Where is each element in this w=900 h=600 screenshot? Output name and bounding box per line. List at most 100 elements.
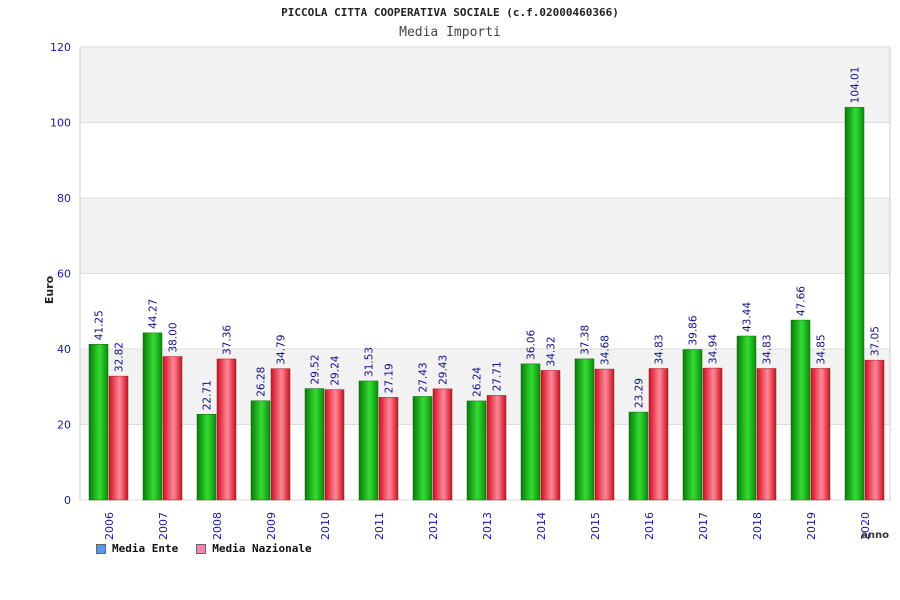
data-label: 37.36 bbox=[222, 325, 234, 355]
bar-media-nazionale bbox=[864, 359, 885, 501]
data-label: 22.71 bbox=[202, 380, 214, 410]
bar-media-ente bbox=[196, 414, 217, 501]
bar-media-ente bbox=[466, 400, 487, 501]
bar-media-nazionale bbox=[432, 388, 453, 501]
x-axis-ticks: 2006 2007 2008 2009 2010 2011 2012 2013 2014 2015… bbox=[103, 512, 872, 540]
bar-media-nazionale bbox=[594, 368, 615, 501]
y-axis-label: Euro bbox=[43, 275, 56, 304]
legend-label-media-nazionale: Media Nazionale bbox=[212, 542, 312, 555]
x-tick-label: 2020 bbox=[859, 512, 872, 540]
data-label: 37.38 bbox=[580, 325, 592, 355]
x-tick-label: 2011 bbox=[373, 512, 386, 540]
data-label: 44.27 bbox=[148, 299, 160, 329]
legend-item-media-nazionale: Media Nazionale bbox=[196, 542, 312, 555]
data-label: 47.66 bbox=[796, 286, 808, 316]
data-label: 38.00 bbox=[168, 322, 180, 352]
data-label: 34.94 bbox=[708, 334, 720, 364]
data-label: 23.29 bbox=[634, 378, 646, 408]
data-label: 27.43 bbox=[418, 362, 430, 392]
bar-media-ente bbox=[250, 400, 271, 501]
y-tick-label: 60 bbox=[57, 268, 71, 281]
x-axis-label: anno bbox=[861, 530, 889, 541]
y-tick-label: 20 bbox=[57, 419, 71, 432]
x-tick-label: 2009 bbox=[265, 512, 278, 540]
legend-swatch-media-nazionale bbox=[196, 543, 207, 554]
bar-media-ente bbox=[574, 358, 595, 501]
bar-media-nazionale bbox=[756, 368, 777, 501]
x-tick-label: 2006 bbox=[103, 512, 116, 540]
x-tick-label: 2017 bbox=[697, 512, 710, 540]
data-label: 29.43 bbox=[438, 355, 450, 385]
bar-media-ente bbox=[304, 388, 325, 501]
bar-media-nazionale bbox=[648, 368, 669, 501]
bar-media-ente bbox=[88, 344, 109, 501]
data-label: 34.79 bbox=[276, 335, 288, 365]
y-tick-label: 40 bbox=[57, 343, 71, 356]
plot-band bbox=[80, 122, 890, 198]
bar-media-ente bbox=[142, 332, 163, 501]
chart-subtitle: Media Importi bbox=[399, 25, 501, 40]
y-tick-label: 120 bbox=[50, 41, 71, 54]
x-tick-label: 2018 bbox=[751, 512, 764, 540]
data-label: 26.28 bbox=[256, 367, 268, 397]
data-label: 34.68 bbox=[600, 335, 612, 365]
plot-band bbox=[80, 198, 890, 274]
x-tick-label: 2019 bbox=[805, 512, 818, 540]
data-label: 37.05 bbox=[870, 326, 882, 356]
data-label: 27.71 bbox=[492, 361, 504, 391]
bar-media-nazionale bbox=[162, 356, 183, 501]
x-tick-label: 2014 bbox=[535, 512, 548, 540]
bar-media-nazionale bbox=[108, 375, 129, 501]
bar-media-nazionale bbox=[324, 389, 345, 501]
y-axis-ticks: 0 20 40 60 80 100 120 bbox=[50, 41, 71, 507]
bar-media-ente bbox=[736, 335, 757, 501]
x-tick-label: 2008 bbox=[211, 512, 224, 540]
data-labels: 41.25 32.82 44.27 38.00 22.71 37.36 26.28 34.79… bbox=[94, 67, 882, 411]
legend-item-media-ente: Media Ente bbox=[96, 542, 178, 555]
data-label: 41.25 bbox=[94, 310, 106, 340]
x-tick-label: 2013 bbox=[481, 512, 494, 540]
bar-media-ente bbox=[682, 349, 703, 501]
bar-media-ente bbox=[520, 363, 541, 501]
data-label: 26.24 bbox=[472, 367, 484, 397]
data-label: 104.01 bbox=[850, 67, 862, 104]
plot-band bbox=[80, 47, 890, 123]
data-label: 34.85 bbox=[816, 334, 828, 364]
data-label: 34.83 bbox=[762, 334, 774, 364]
data-label: 34.83 bbox=[654, 334, 666, 364]
data-label: 34.32 bbox=[546, 336, 558, 366]
bar-media-nazionale bbox=[486, 395, 507, 501]
bar-media-ente bbox=[358, 380, 379, 501]
data-label: 39.86 bbox=[688, 315, 700, 345]
x-tick-label: 2015 bbox=[589, 512, 602, 540]
x-tick-label: 2012 bbox=[427, 512, 440, 540]
bar-media-ente bbox=[844, 107, 865, 501]
bar-media-ente bbox=[628, 411, 649, 501]
data-label: 32.82 bbox=[114, 342, 126, 372]
data-label: 43.44 bbox=[742, 302, 754, 332]
x-tick-label: 2010 bbox=[319, 512, 332, 540]
bar-media-nazionale bbox=[702, 367, 723, 501]
legend-swatch-media-ente bbox=[96, 543, 106, 554]
data-label: 29.52 bbox=[310, 354, 322, 384]
bars bbox=[88, 107, 885, 501]
y-tick-label: 0 bbox=[64, 494, 71, 507]
bar-media-nazionale bbox=[378, 397, 399, 501]
data-label: 29.24 bbox=[330, 355, 342, 385]
x-tick-label: 2007 bbox=[157, 512, 170, 540]
y-tick-label: 100 bbox=[50, 117, 71, 130]
legend-label-media-ente: Media Ente bbox=[112, 542, 179, 555]
bar-media-nazionale bbox=[270, 368, 291, 501]
x-tick-label: 2016 bbox=[643, 512, 656, 540]
data-label: 31.53 bbox=[364, 347, 376, 377]
chart-title: PICCOLA CITTA COOPERATIVA SOCIALE (c.f.0… bbox=[281, 6, 619, 19]
bar-media-nazionale bbox=[216, 358, 237, 501]
bar-media-nazionale bbox=[810, 368, 831, 501]
legend: Media Ente Media Nazionale bbox=[96, 542, 312, 555]
bar-media-ente bbox=[790, 319, 811, 501]
y-tick-label: 80 bbox=[57, 192, 71, 205]
bar-media-ente bbox=[412, 396, 433, 501]
bar-media-nazionale bbox=[540, 370, 561, 501]
